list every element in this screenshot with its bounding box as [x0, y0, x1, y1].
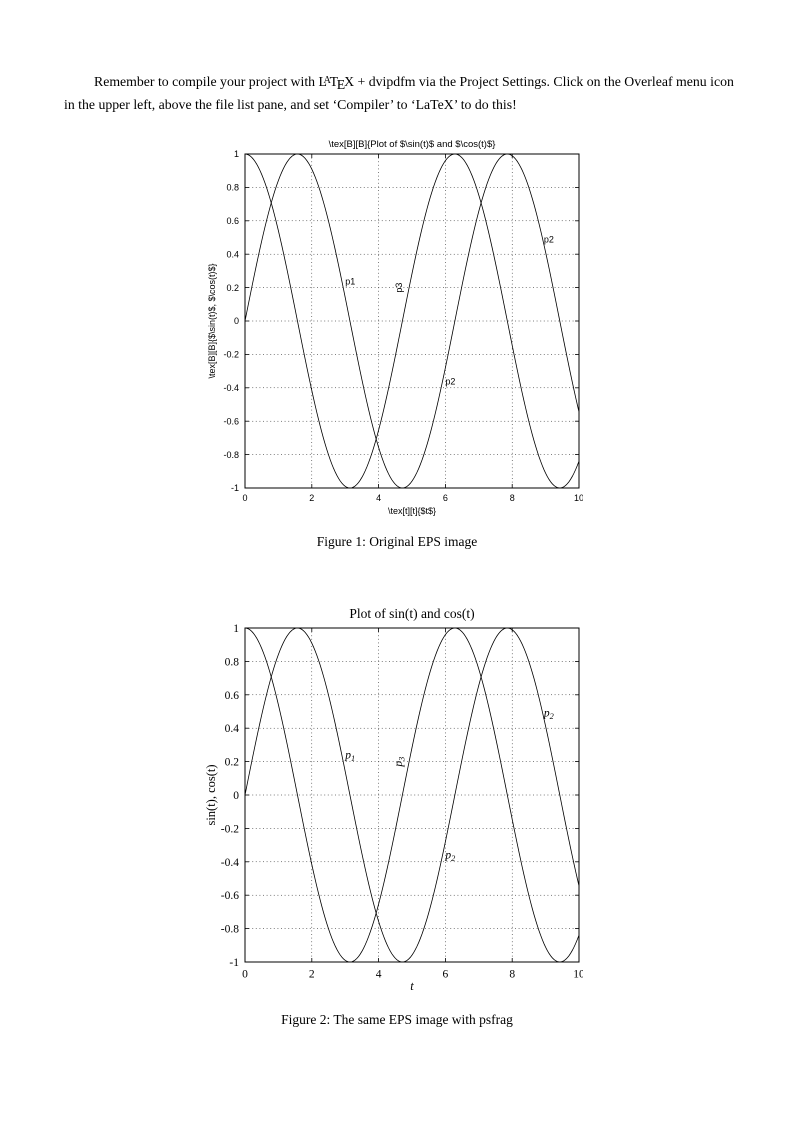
y-tick-label: 1: [234, 149, 239, 159]
x-tick-label: 8: [510, 493, 515, 503]
x-tick-label: 10: [573, 969, 583, 981]
plot-border: [244, 627, 580, 963]
y-tick-label: -0.4: [223, 383, 239, 393]
y-tick-label: 0.4: [226, 249, 239, 259]
y-tick-label: 0.8: [225, 656, 240, 668]
y-tick-label: -0.8: [221, 924, 239, 936]
figure-2-plot: 0 2 4 6 8 10 -1 -0.8 -0.6 -0.4 -0.2 0 0.2 0.4 0.6 0.8 1 P…: [204, 606, 583, 993]
y-tick-label: 0.4: [225, 723, 240, 735]
y-tick-label: -1: [229, 957, 239, 969]
curve-annotation: p1: [345, 276, 355, 286]
curve-annotation: p3: [393, 757, 407, 768]
y-tick-label: -1: [231, 483, 239, 493]
x-tick-label: 10: [574, 493, 583, 503]
x-tick-label: 2: [309, 493, 314, 503]
y-tick-label: -0.2: [223, 350, 239, 360]
y-tick-label: 0.6: [225, 690, 240, 702]
figure-1-plot: 0 2 4 6 8 10 -1 -0.8 -0.6 -0.4 -0.2 0 0.2 0.4 0.6 0.8 1 \…: [207, 139, 583, 516]
plot-border: [244, 153, 580, 489]
y-tick-label: 0.8: [226, 183, 239, 193]
x-tick-label: 8: [509, 969, 515, 981]
curve-annotation: p1: [344, 749, 355, 763]
plot-title: Plot of sin(t) and cos(t): [349, 606, 474, 621]
x-tick-label: 2: [309, 969, 315, 981]
curve-annotation: p2: [444, 849, 455, 863]
curve-annotation: p2: [543, 708, 554, 722]
intro-paragraph: Remember to compile your project with La…: [64, 74, 734, 113]
y-axis-label: sin(t), cos(t): [204, 764, 218, 825]
x-tick-label: 6: [443, 969, 449, 981]
x-tick-label: 0: [242, 493, 247, 503]
y-tick-label: 0.6: [226, 216, 239, 226]
x-axis-label: \tex[t][t]{$t$}: [388, 506, 436, 516]
cos-curve: [244, 153, 580, 489]
sin-curve: [244, 627, 580, 963]
curve-annotation: p3: [394, 283, 404, 293]
y-tick-label: -0.4: [221, 857, 239, 869]
latex-logo: LaTeX: [318, 74, 355, 93]
x-tick-label: 6: [443, 493, 448, 503]
y-tick-label: -0.2: [221, 823, 239, 835]
y-tick-label: 0: [234, 316, 239, 326]
curve-annotation: p2: [544, 235, 554, 245]
x-tick-label: 4: [376, 969, 382, 981]
cos-curve: [244, 627, 580, 963]
x-axis-label: t: [410, 979, 414, 993]
plot-title: \tex[B][B]{Plot of $\sin(t)$ and $\cos(t…: [329, 139, 496, 150]
figure-2-caption: Figure 2: The same EPS image with psfrag: [281, 1012, 513, 1027]
curve-annotation: p2: [445, 376, 455, 386]
y-axis-label: \tex[B][B]{$\sin(t)$, $\cos(t)$}: [207, 263, 217, 378]
y-tick-label: 1: [233, 623, 239, 635]
y-tick-label: 0.2: [226, 283, 239, 293]
sin-curve: [244, 153, 580, 489]
x-tick-label: 4: [376, 493, 381, 503]
figure-1-caption: Figure 1: Original EPS image: [316, 534, 478, 549]
y-tick-label: -0.6: [223, 416, 239, 426]
x-tick-label: 0: [242, 969, 248, 981]
y-tick-label: 0: [233, 790, 239, 802]
y-tick-label: 0.2: [225, 757, 240, 769]
y-tick-label: -0.6: [221, 890, 239, 902]
y-tick-label: -0.8: [223, 450, 239, 460]
